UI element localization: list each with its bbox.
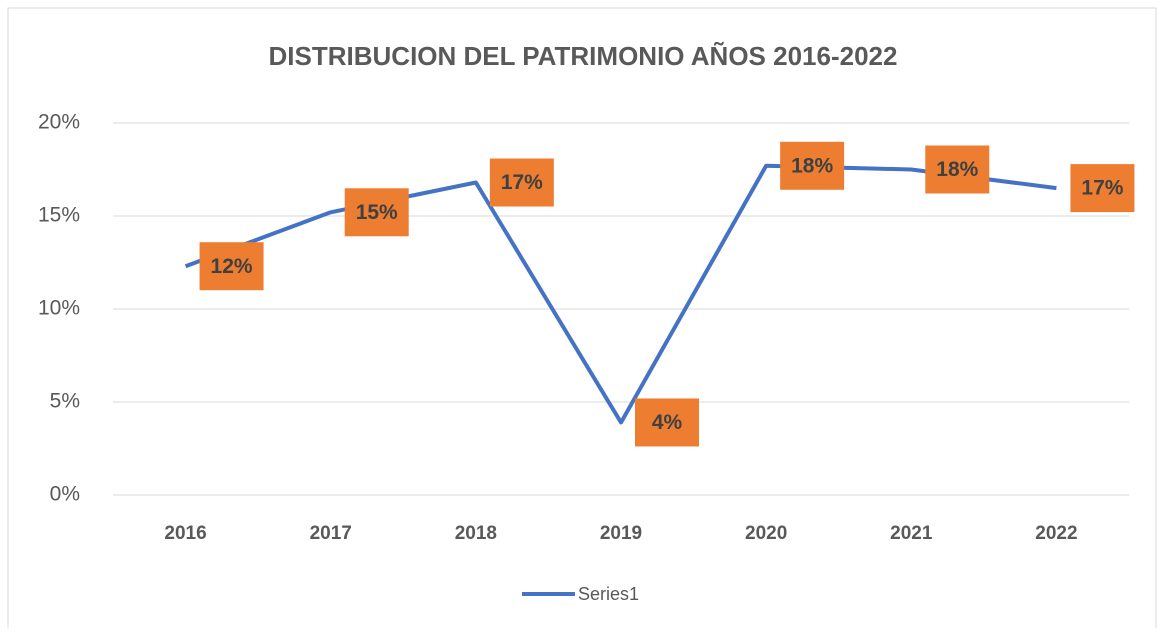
chart-title: DISTRIBUCION DEL PATRIMONIO AÑOS 2016-20… <box>269 41 898 71</box>
x-tick-label: 2020 <box>745 523 787 544</box>
y-tick-label: 10% <box>38 297 80 320</box>
line <box>184 163 1057 425</box>
x-tick-label: 2016 <box>164 523 206 544</box>
x-tick-label: 2021 <box>890 523 933 544</box>
data-label-box <box>780 141 845 190</box>
y-tick-label: 15% <box>38 204 80 227</box>
y-tick-label: 20% <box>38 111 80 134</box>
data-label: 4% <box>652 411 683 434</box>
data-label-box <box>199 242 264 291</box>
data-label: 15% <box>356 201 398 224</box>
data-label-box <box>489 158 554 207</box>
x-tick-label: 2017 <box>310 523 352 544</box>
data-label: 17% <box>501 171 543 194</box>
data-label: 12% <box>211 255 253 278</box>
chart-border <box>7 7 1157 633</box>
x-tick-label: 2019 <box>600 523 642 544</box>
data-label-box <box>925 145 990 194</box>
data-label: 18% <box>791 154 833 177</box>
data-label: 17% <box>1081 177 1123 200</box>
y-tick-label: 5% <box>50 390 80 413</box>
data-label-box <box>635 398 699 447</box>
data-label-box <box>344 188 409 237</box>
legend-label: Series1 <box>578 584 639 604</box>
x-tick-label: 2022 <box>1035 523 1077 544</box>
data-label: 18% <box>936 158 978 181</box>
x-tick-label: 2018 <box>455 523 497 544</box>
y-tick-label: 0% <box>50 483 80 506</box>
data-label-box <box>1070 164 1135 213</box>
